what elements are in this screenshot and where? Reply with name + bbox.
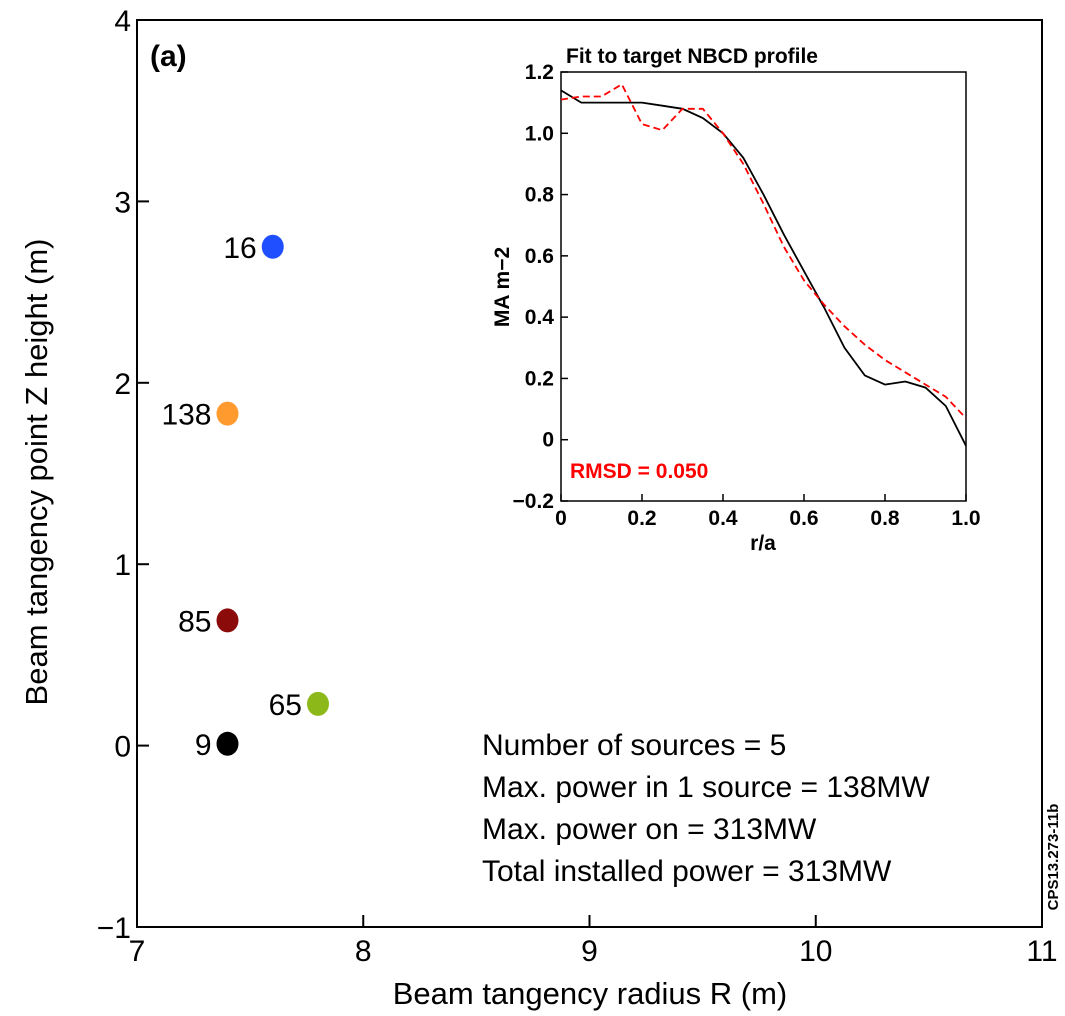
inset-x-tick-label: 0.6 bbox=[789, 507, 818, 530]
data-point-label-138: 138 bbox=[161, 399, 211, 432]
main-y-axis-label: Beam tangency point Z height (m) bbox=[19, 239, 54, 706]
fit-profile-line bbox=[560, 89, 967, 447]
main-y-tick-label: 2 bbox=[114, 368, 131, 401]
annotation-max-power-on: Max. power on = 313MW bbox=[482, 813, 817, 846]
main-ticks: 7 8 9 10 11 −1 0 1 2 3 4 bbox=[97, 5, 1058, 968]
main-y-tick-label: 4 bbox=[114, 5, 131, 38]
inset-y-tick-label: 0 bbox=[542, 429, 554, 452]
data-point-label-85: 85 bbox=[178, 605, 211, 638]
main-x-tick-label: 11 bbox=[1026, 935, 1057, 968]
main-scatter-panel: 7 8 9 10 11 −1 0 1 2 3 4 16 138 85 65 9 (a) Beam tange… bbox=[19, 5, 1058, 1011]
data-point-9 bbox=[216, 731, 239, 756]
inset-y-tick-label: 1.2 bbox=[525, 61, 554, 84]
main-y-tick-label: 0 bbox=[114, 731, 131, 764]
main-x-tick-label: 8 bbox=[355, 935, 372, 968]
figure-id-watermark: CPS13.273-11b bbox=[1045, 804, 1062, 911]
inset-y-tick-label: 0.2 bbox=[525, 367, 554, 390]
inset-x-axis-label: r/a bbox=[750, 532, 776, 555]
annotation-sources: Number of sources = 5 bbox=[482, 729, 786, 762]
main-x-axis-label: Beam tangency radius R (m) bbox=[393, 976, 788, 1011]
inset-title: Fit to target NBCD profile bbox=[566, 45, 818, 68]
inset-ticks: 0 0.2 0.4 0.6 0.8 1.0−0.200.20.40.60.81.01.2 bbox=[513, 61, 981, 530]
inset-plot-frame bbox=[560, 71, 967, 502]
data-point-85 bbox=[216, 608, 239, 633]
summary-annotations: Number of sources = 5 Max. power in 1 so… bbox=[482, 729, 930, 888]
panel-label: (a) bbox=[150, 40, 187, 73]
inset-x-tick-label: 0.2 bbox=[627, 507, 656, 530]
rmsd-annotation: RMSD = 0.050 bbox=[570, 460, 708, 483]
inset-y-tick-label: 0.8 bbox=[525, 184, 555, 207]
main-points: 16 138 85 65 9 bbox=[161, 232, 329, 762]
annotation-total-power: Total installed power = 313MW bbox=[482, 855, 892, 888]
main-y-tick-label: 1 bbox=[114, 549, 131, 582]
inset-y-tick-label: 1.0 bbox=[525, 122, 554, 145]
inset-y-tick-label: 0.4 bbox=[525, 306, 555, 329]
data-point-16 bbox=[261, 234, 284, 259]
inset-lines bbox=[560, 83, 967, 447]
data-point-label-16: 16 bbox=[223, 232, 256, 265]
inset-y-axis-label: MA m−2 bbox=[491, 247, 514, 327]
inset-line-panel: 0 0.2 0.4 0.6 0.8 1.0−0.200.20.40.60.81.01.2 … bbox=[491, 45, 981, 555]
data-point-label-9: 9 bbox=[195, 729, 212, 762]
inset-x-tick-label: 0 bbox=[555, 507, 567, 530]
target-profile-line bbox=[560, 83, 967, 419]
data-point-label-65: 65 bbox=[269, 689, 302, 722]
main-y-tick-label: 3 bbox=[114, 186, 131, 219]
inset-x-tick-label: 0.4 bbox=[708, 507, 738, 530]
main-x-tick-label: 7 bbox=[129, 935, 146, 968]
inset-y-tick-label: −0.2 bbox=[513, 490, 554, 513]
inset-x-tick-label: 1.0 bbox=[951, 507, 980, 530]
data-point-65 bbox=[307, 691, 329, 716]
inset-x-tick-label: 0.8 bbox=[870, 507, 900, 530]
inset-y-tick-label: 0.6 bbox=[525, 245, 554, 268]
main-x-tick-label: 10 bbox=[799, 935, 832, 968]
data-point-138 bbox=[216, 401, 239, 426]
main-y-tick-label: −1 bbox=[97, 912, 131, 945]
main-x-tick-label: 9 bbox=[581, 935, 598, 968]
annotation-max-power-source: Max. power in 1 source = 138MW bbox=[482, 771, 930, 804]
